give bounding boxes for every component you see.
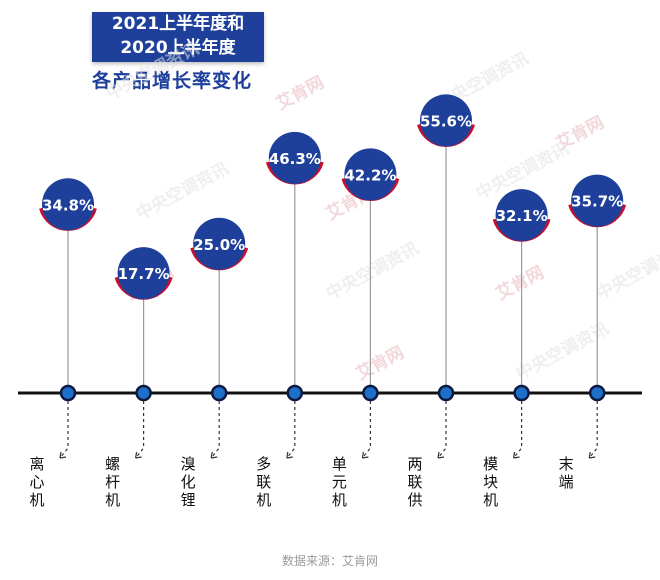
value-label: 46.3% (269, 150, 321, 168)
data-source: 数据来源：艾肯网 (281, 554, 378, 568)
watermark: 中央空调资讯 (322, 238, 422, 304)
axis-dot (210, 384, 228, 402)
value-label: 35.7% (571, 193, 623, 211)
leader-line (286, 401, 296, 459)
value-label: 25.0% (193, 236, 245, 254)
axis-dot (59, 384, 77, 402)
leader-line (210, 401, 220, 459)
watermark: 中央空调资讯 (132, 158, 232, 224)
leader-arrow (286, 451, 293, 459)
value-label: 32.1% (496, 207, 548, 225)
category-label: 离心机 (29, 455, 45, 509)
axis-dot (286, 384, 304, 402)
leader-line (59, 401, 69, 459)
category-label: 多联机 (256, 455, 272, 509)
axis-dot (513, 384, 530, 402)
category-label: 两联供 (407, 455, 423, 509)
watermark: 艾肯网 (492, 262, 547, 304)
category-label: 末端 (558, 455, 574, 491)
value-bubble (571, 174, 624, 227)
leader-arrow (437, 451, 445, 459)
leader-line (135, 401, 145, 459)
value-bubble (495, 189, 548, 242)
value-bubble (42, 178, 94, 231)
leader-arrow (513, 451, 520, 459)
leader-arrow (135, 451, 142, 459)
title-line-1: 2021上半年度和 (111, 14, 245, 34)
leader-arrow (210, 451, 218, 459)
category-label: 单元机 (331, 455, 347, 509)
category-label: 溴化锂 (180, 455, 196, 509)
category-label: 模块机 (483, 455, 499, 509)
title-line-2: 2020上半年度 (120, 38, 236, 58)
value-label: 34.8% (42, 196, 94, 214)
value-label: 42.2% (344, 166, 396, 184)
chart-subtitle: 各产品增长率变化 (92, 70, 253, 92)
watermark: 艾肯网 (352, 342, 407, 384)
leader-arrow (361, 451, 369, 459)
value-bubble (117, 247, 170, 300)
value-label: 55.6% (420, 112, 472, 130)
value-bubble (193, 217, 246, 270)
leader-arrow (59, 451, 67, 459)
leader-line (588, 401, 598, 459)
leader-arrow (588, 451, 596, 459)
axis-dot (437, 384, 455, 402)
category-label: 螺杆机 (105, 455, 121, 509)
leader-line (513, 401, 523, 459)
title-box: 2021上半年度和 2020上半年度 (92, 12, 264, 62)
value-bubble (344, 148, 397, 201)
axis-dot (588, 384, 606, 402)
value-label: 17.7% (118, 265, 170, 283)
value-bubble (420, 94, 472, 147)
leader-line (361, 401, 371, 459)
value-bubble (268, 131, 321, 184)
watermark: 艾肯网 (272, 72, 327, 114)
watermark: 中央空调资讯 (102, 38, 202, 104)
watermark: 中央空调资讯 (592, 238, 660, 304)
axis-dot (135, 384, 152, 402)
leader-line (437, 401, 447, 459)
axis-dot (362, 384, 379, 402)
